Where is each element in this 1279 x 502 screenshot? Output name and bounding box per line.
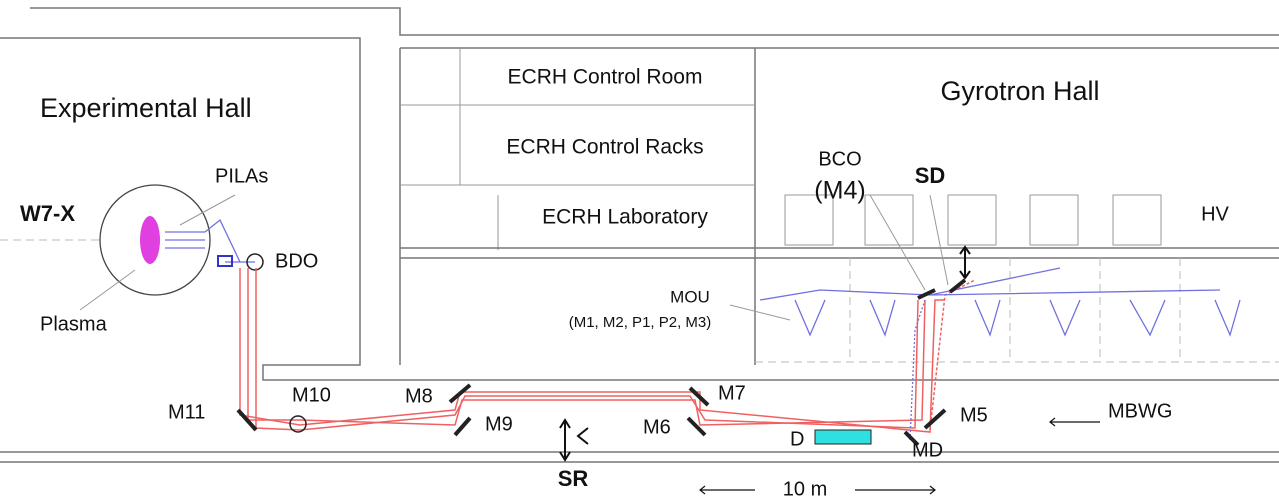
- room-label: Experimental Hall: [40, 93, 252, 123]
- label: D: [790, 428, 804, 450]
- label: PILAs: [215, 165, 268, 187]
- room-label: Gyrotron Hall: [940, 76, 1099, 106]
- label: (M4): [814, 177, 865, 205]
- beam-lines: [236, 194, 1241, 495]
- label: BCO: [818, 148, 861, 170]
- label: M5: [960, 404, 988, 426]
- label: M6: [643, 416, 671, 438]
- label: MD: [912, 439, 943, 461]
- room-label: ECRH Control Room: [508, 66, 703, 89]
- label: Plasma: [40, 313, 108, 335]
- label: MOU: [670, 287, 710, 306]
- label: SR: [558, 466, 589, 491]
- scale-label: 10 m: [783, 478, 827, 500]
- labels: Experimental Hall ECRH Control Room ECRH…: [20, 66, 1230, 501]
- plasma-vessel: [79, 184, 264, 311]
- label: MBWG: [1108, 400, 1172, 422]
- label: M7: [718, 382, 746, 404]
- label: M11: [168, 401, 205, 423]
- label: (M1, M2, P1, P2, M3): [569, 314, 712, 331]
- label: BDO: [275, 250, 318, 272]
- label: M10: [292, 384, 331, 406]
- label: M8: [405, 385, 433, 407]
- label: SD: [915, 163, 946, 188]
- room-label: ECRH Laboratory: [542, 206, 708, 229]
- label: M9: [485, 413, 513, 435]
- label: W7-X: [20, 201, 75, 226]
- label: HV: [1201, 203, 1229, 225]
- walls: [0, 7, 1279, 463]
- room-label: ECRH Control Racks: [506, 136, 703, 159]
